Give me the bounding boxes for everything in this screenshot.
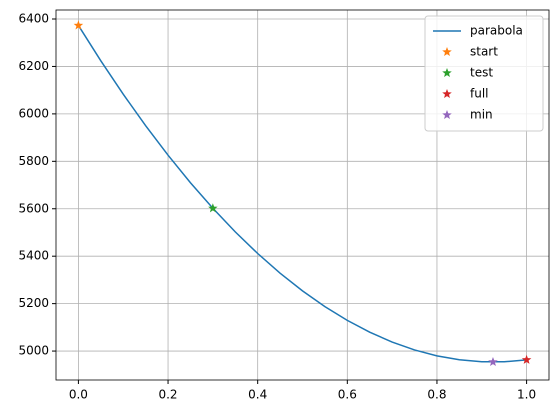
x-tick-label: 1.0 — [517, 388, 536, 402]
x-tick-label: 0.2 — [158, 388, 177, 402]
line — [77, 25, 527, 363]
marker — [488, 356, 498, 367]
legend-label: min — [470, 108, 493, 122]
x-tick-label: 0.8 — [427, 388, 446, 402]
y-tick-label: 6000 — [18, 106, 49, 120]
legend-label: start — [470, 45, 498, 59]
legend-label: full — [470, 87, 489, 101]
legend: parabola start test full min — [424, 15, 544, 132]
y-tick-label: 5400 — [18, 249, 49, 263]
legend-marker — [442, 89, 452, 99]
y-tick-label: 5000 — [18, 344, 49, 358]
x-tick-label: 0.6 — [338, 388, 357, 402]
x-tick-label: 0.0 — [69, 388, 88, 402]
legend-label: test — [470, 66, 493, 80]
legend-marker — [442, 110, 452, 120]
legend-marker — [442, 68, 452, 78]
y-tick-label: 5600 — [18, 201, 49, 215]
y-tick-label: 5800 — [18, 154, 49, 168]
marker — [73, 20, 84, 30]
marker — [208, 203, 218, 213]
axes-frame — [55, 9, 550, 381]
legend-box — [424, 15, 544, 132]
y-tick-label: 6200 — [18, 59, 49, 73]
y-tick-label: 6400 — [18, 12, 49, 26]
legend-marker — [442, 47, 452, 57]
legend-label: parabola — [470, 24, 523, 38]
y-tick-label: 5200 — [18, 296, 49, 310]
x-tick-label: 0.4 — [248, 388, 267, 402]
marker — [521, 354, 532, 364]
